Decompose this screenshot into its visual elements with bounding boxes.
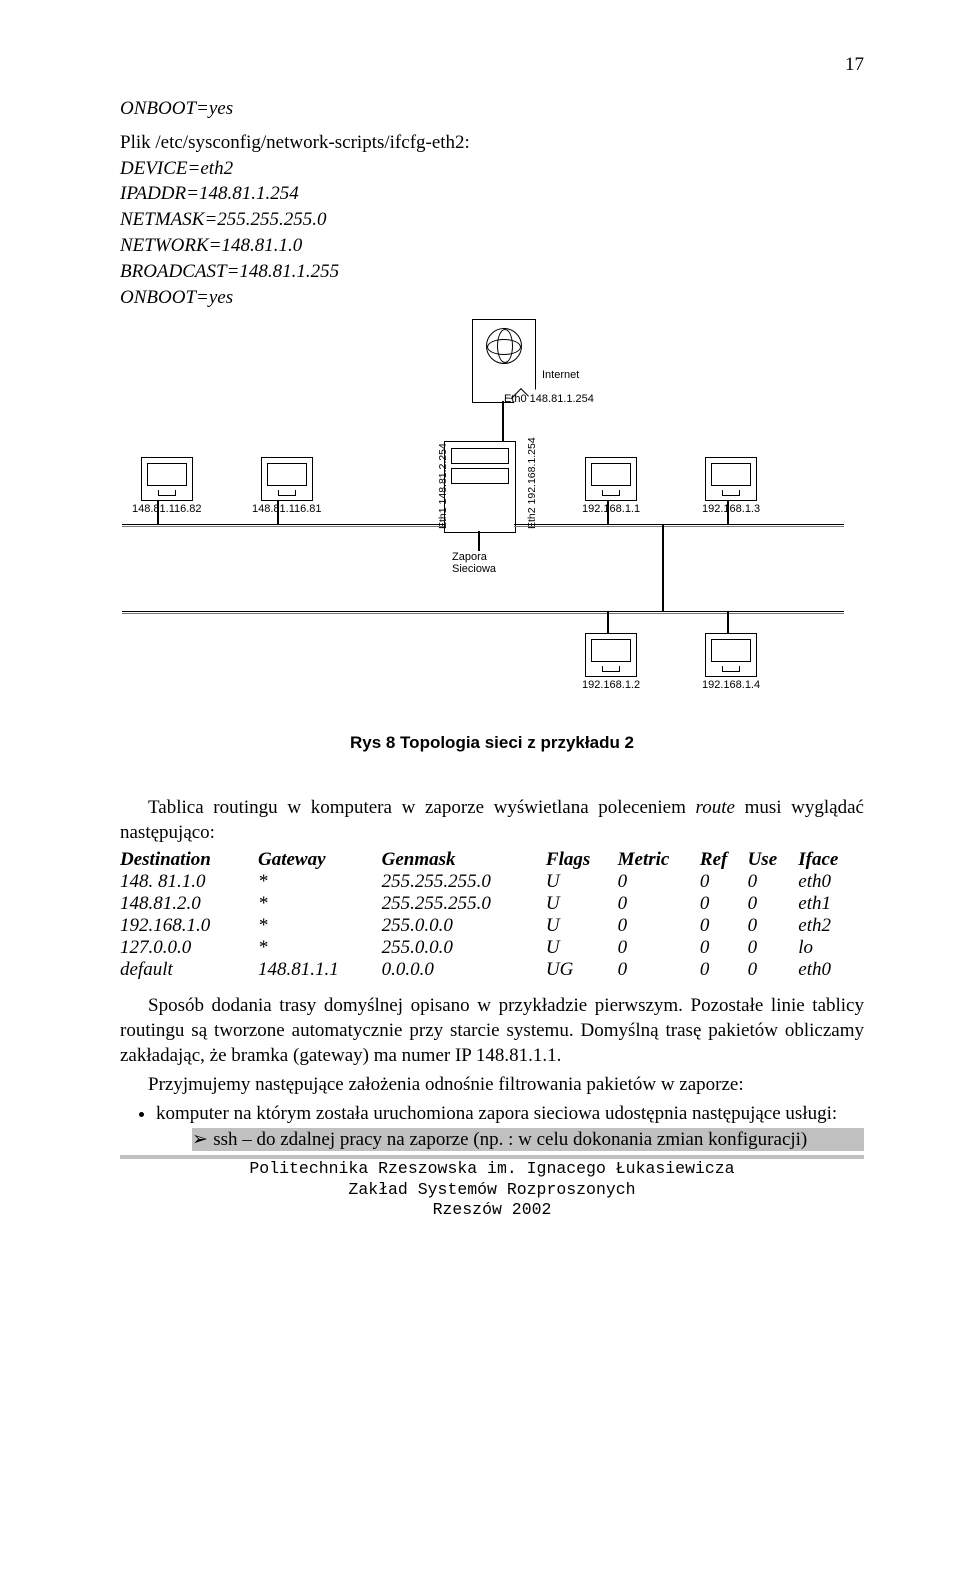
cfg-line: Plik /etc/sysconfig/network-scripts/ifcf… — [120, 130, 864, 156]
internet-label: Internet — [542, 369, 594, 381]
paragraph: Sposób dodania trasy domyślnej opisano w… — [120, 993, 864, 1068]
page-number: 17 — [845, 54, 864, 76]
th: Use — [748, 849, 799, 871]
pc-icon — [141, 457, 193, 501]
footer-line: Zakład Systemów Rozproszonych — [120, 1180, 864, 1201]
footer-line: Politechnika Rzeszowska im. Ignacego Łuk… — [120, 1159, 864, 1180]
eth1-label: Eth1 148.81.2.254 — [437, 443, 449, 529]
paragraph: Przyjmujemy następujące założenia odnośn… — [120, 1072, 864, 1097]
pc-label: 192.168.1.2 — [582, 679, 640, 691]
config-block-1: ONBOOT=yes — [120, 96, 864, 122]
sub-bullet: ➢ ssh – do zdalnej pracy na zaporze (np.… — [192, 1128, 864, 1151]
pc-icon — [261, 457, 313, 501]
intro-paragraph: Tablica routingu w komputera w zaporze w… — [120, 795, 864, 845]
router-icon — [444, 441, 516, 533]
th: Metric — [618, 849, 700, 871]
pc-label: 148.81.116.81 — [252, 503, 322, 515]
figure-caption: Rys 8 Topologia sieci z przykładu 2 — [212, 733, 772, 753]
th: Flags — [546, 849, 618, 871]
network-diagram: Internet Eth0 148.81.1.254 Eth1 148.81.2… — [212, 319, 772, 753]
routing-table: Destination Gateway Genmask Flags Metric… — [120, 849, 864, 981]
th: Gateway — [258, 849, 382, 871]
zapora-label: Zapora — [452, 551, 496, 563]
cfg-line: NETWORK=148.81.1.0 — [120, 233, 864, 259]
zapora-label2: Sieciowa — [452, 563, 496, 575]
eth0-label: Eth0 148.81.1.254 — [504, 393, 594, 405]
eth2-label: Eth2 192.168.1.254 — [526, 437, 538, 529]
pc-icon — [585, 633, 637, 677]
pc-label: 148.81.116.82 — [132, 503, 202, 515]
pc-icon — [705, 457, 757, 501]
pc-label: 192.168.1.1 — [582, 503, 640, 515]
bullet-list: komputer na którym została uruchomiona z… — [156, 1101, 864, 1126]
cfg-line: NETMASK=255.255.255.0 — [120, 207, 864, 233]
cfg-line: DEVICE=eth2 — [120, 156, 864, 182]
cfg-line: BROADCAST=148.81.1.255 — [120, 259, 864, 285]
pc-icon — [705, 633, 757, 677]
pc-label: 192.168.1.3 — [702, 503, 760, 515]
pc-label: 192.168.1.4 — [702, 679, 760, 691]
cfg-line: ONBOOT=yes — [120, 285, 864, 311]
cfg-line: IPADDR=148.81.1.254 — [120, 181, 864, 207]
th: Genmask — [382, 849, 546, 871]
pc-icon — [585, 457, 637, 501]
cfg-line: ONBOOT=yes — [120, 96, 864, 122]
config-block-2: Plik /etc/sysconfig/network-scripts/ifcf… — [120, 130, 864, 311]
footer-line: Rzeszów 2002 — [120, 1200, 864, 1221]
page-footer: Politechnika Rzeszowska im. Ignacego Łuk… — [120, 1155, 864, 1221]
th: Iface — [798, 849, 864, 871]
th: Ref — [700, 849, 748, 871]
th: Destination — [120, 849, 258, 871]
bullet-item: komputer na którym została uruchomiona z… — [156, 1101, 864, 1126]
